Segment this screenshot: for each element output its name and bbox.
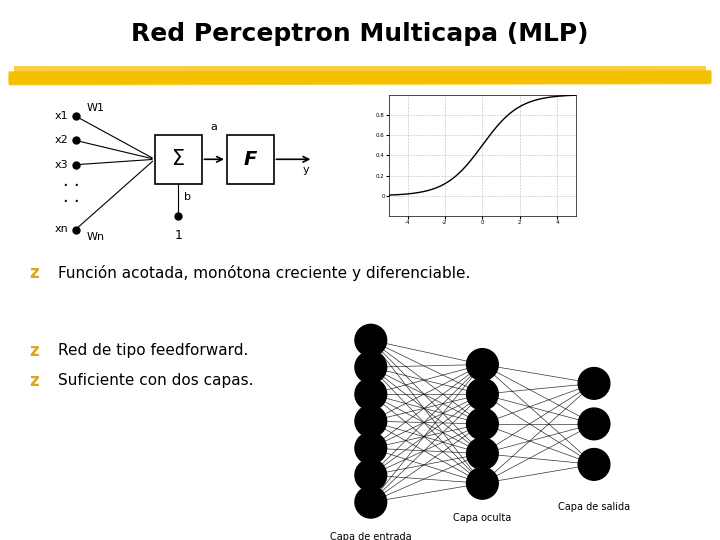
Ellipse shape bbox=[355, 406, 387, 437]
Text: b: b bbox=[184, 192, 191, 202]
Ellipse shape bbox=[578, 408, 610, 440]
Text: Red Perceptron Multicapa (MLP): Red Perceptron Multicapa (MLP) bbox=[131, 22, 589, 45]
FancyBboxPatch shape bbox=[227, 135, 274, 184]
Text: Suficiente con dos capas.: Suficiente con dos capas. bbox=[58, 373, 253, 388]
Text: Capa de entrada: Capa de entrada bbox=[330, 532, 412, 540]
Text: W1: W1 bbox=[86, 103, 104, 113]
Text: Wn: Wn bbox=[86, 232, 104, 242]
Ellipse shape bbox=[467, 468, 498, 499]
Text: ·: · bbox=[73, 193, 78, 212]
Text: z: z bbox=[29, 342, 38, 360]
FancyBboxPatch shape bbox=[155, 135, 202, 184]
Text: x3: x3 bbox=[55, 160, 68, 170]
Text: Función acotada, monótona creciente y diferenciable.: Función acotada, monótona creciente y di… bbox=[58, 265, 470, 281]
Ellipse shape bbox=[355, 379, 387, 410]
Text: Σ: Σ bbox=[171, 149, 185, 170]
Ellipse shape bbox=[355, 325, 387, 356]
Text: F: F bbox=[243, 150, 257, 169]
Text: x1: x1 bbox=[55, 111, 68, 121]
Ellipse shape bbox=[467, 438, 498, 469]
FancyBboxPatch shape bbox=[14, 66, 706, 81]
Text: z: z bbox=[29, 264, 38, 282]
Text: Red de tipo feedforward.: Red de tipo feedforward. bbox=[58, 343, 248, 359]
Text: Capa de salida: Capa de salida bbox=[558, 502, 630, 512]
Ellipse shape bbox=[578, 368, 610, 399]
Ellipse shape bbox=[467, 408, 498, 440]
Ellipse shape bbox=[467, 379, 498, 410]
Text: z: z bbox=[29, 372, 38, 390]
Text: Capa oculta: Capa oculta bbox=[454, 513, 511, 523]
Text: 1: 1 bbox=[174, 230, 182, 242]
Ellipse shape bbox=[355, 487, 387, 518]
Ellipse shape bbox=[578, 449, 610, 480]
Text: a: a bbox=[211, 122, 217, 132]
Text: xn: xn bbox=[55, 225, 68, 234]
Text: y: y bbox=[302, 165, 309, 175]
Ellipse shape bbox=[355, 352, 387, 383]
Text: ·: · bbox=[62, 177, 68, 195]
Text: x2: x2 bbox=[55, 136, 68, 145]
Text: ·: · bbox=[62, 193, 68, 212]
Ellipse shape bbox=[355, 460, 387, 491]
Ellipse shape bbox=[467, 349, 498, 380]
Ellipse shape bbox=[355, 433, 387, 464]
Text: ·: · bbox=[73, 177, 78, 195]
